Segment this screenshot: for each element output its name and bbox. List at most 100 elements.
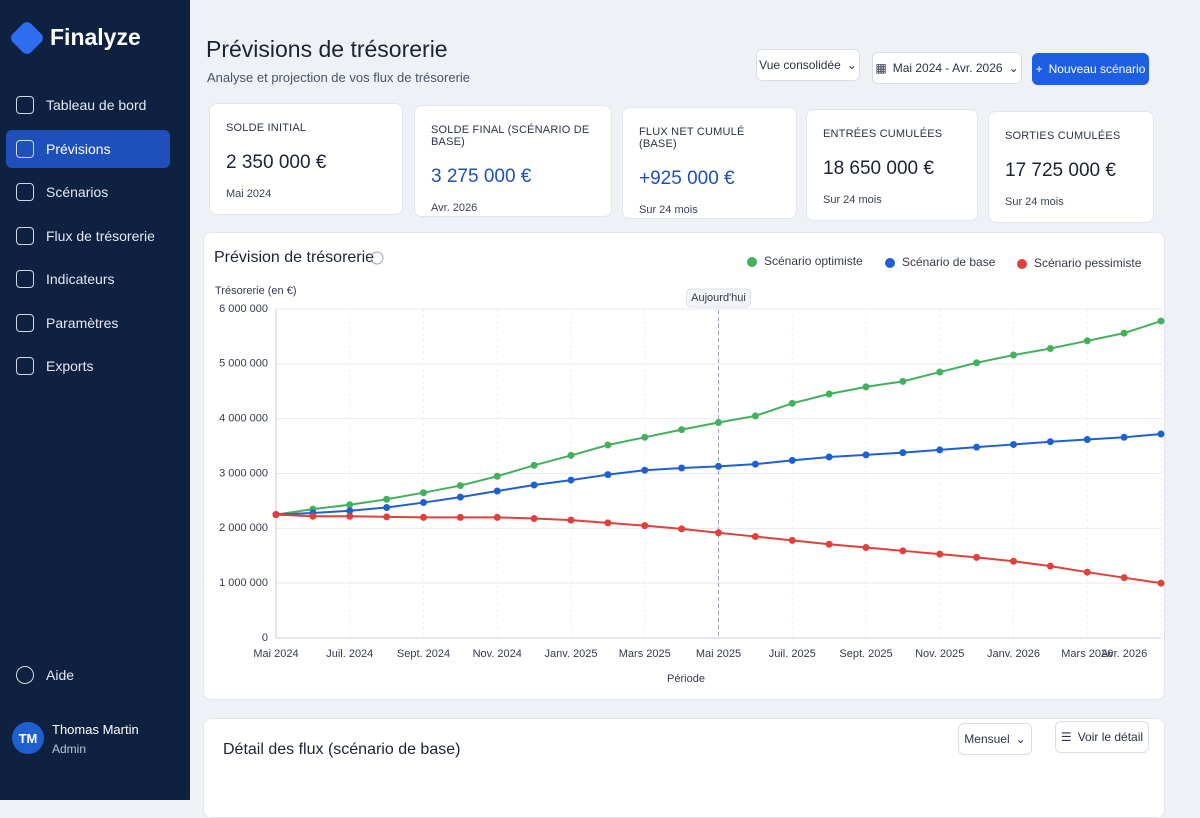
data-point [530, 514, 538, 522]
y-tick-label: 5 000 000 [219, 358, 268, 370]
x-tick-label: Mai 2025 [696, 648, 741, 660]
today-label: Aujourd'hui [691, 292, 746, 304]
kpi-label: ENTRÉES CUMULÉES [823, 128, 943, 140]
period-select[interactable]: ▦ Mai 2024 - Avr. 2026 ⌄ [872, 52, 1022, 84]
period-label: Mai 2024 - Avr. 2026 [892, 61, 1003, 75]
data-point [383, 495, 391, 503]
plus-icon: + [1035, 62, 1043, 76]
data-point [530, 461, 538, 469]
data-point [1046, 562, 1054, 570]
detail-card: Détail des flux (scénario de base) Mensu… [203, 718, 1165, 818]
data-point [1120, 433, 1128, 441]
data-point [788, 456, 796, 464]
data-point [346, 501, 354, 509]
kpi-value: 18 650 000 € [823, 158, 934, 179]
nav-item[interactable]: Paramètres [6, 304, 170, 342]
page-subtitle: Analyse et projection de vos flux de tré… [207, 70, 471, 85]
data-point [272, 511, 280, 519]
data-point [936, 550, 944, 558]
data-point [973, 553, 981, 561]
user-name: Thomas Martin [52, 722, 139, 737]
kpi-label: SOLDE FINAL (SCÉNARIO DE BASE) [431, 124, 590, 148]
brand[interactable]: Finalyze [8, 19, 141, 56]
nav-icon [16, 139, 34, 158]
data-point [530, 481, 538, 489]
data-point [1010, 351, 1017, 359]
y-axis-label: Trésorerie (en €) [215, 285, 297, 297]
nav-item[interactable]: Tableau de bord [6, 86, 170, 124]
kpi-note: Sur 24 mois [1005, 196, 1064, 208]
granularity-select[interactable]: Mensuel ⌄ [958, 723, 1032, 755]
nav-icon [16, 183, 34, 201]
nav-item[interactable]: Flux de trésorerie [6, 217, 170, 255]
data-point [1157, 317, 1165, 325]
kpi-card: SORTIES CUMULÉES 17 725 000 € Sur 24 mois [988, 111, 1154, 223]
nav-label: Flux de trésorerie [46, 227, 155, 244]
chevron: ⌄ [1015, 732, 1026, 746]
data-point [1120, 329, 1128, 337]
help-icon [16, 666, 34, 684]
nav-icon [16, 270, 34, 288]
data-point [973, 443, 981, 451]
data-point [567, 451, 575, 459]
data-point [420, 499, 427, 507]
x-tick-label: Sept. 2024 [397, 648, 450, 660]
help-link[interactable]: Aide [6, 656, 170, 694]
new-scenario-button[interactable]: + Nouveau scénario [1032, 53, 1149, 85]
data-point [567, 476, 575, 484]
x-tick-label: Mai 2024 [253, 648, 298, 660]
data-point [973, 359, 981, 367]
data-point [936, 368, 944, 376]
x-tick-label: Janv. 2025 [544, 648, 597, 660]
granularity-label: Mensuel [964, 732, 1010, 746]
nav-label: Indicateurs [46, 271, 115, 287]
data-point [751, 412, 759, 420]
nav-label: Paramètres [46, 314, 119, 331]
legend-label: Scénario de base [902, 255, 996, 269]
legend-label: Scénario optimiste [764, 254, 863, 268]
data-point [1157, 430, 1165, 438]
avatar[interactable]: TM [12, 722, 44, 754]
data-point [862, 383, 870, 391]
y-tick-label: 3 000 000 [219, 467, 268, 479]
y-tick-label: 0 [262, 632, 268, 644]
data-point [493, 513, 501, 521]
kpi-label: SORTIES CUMULÉES [1005, 130, 1121, 142]
data-point [1157, 579, 1165, 587]
x-tick-label: Nov. 2024 [473, 648, 522, 660]
data-point [1083, 568, 1091, 576]
brand-name: Finalyze [50, 24, 141, 50]
detail-button[interactable]: ☰ Voir le détail [1055, 721, 1149, 753]
legend-swatch [747, 257, 757, 267]
data-point [899, 449, 907, 457]
nav-item[interactable]: Exports [6, 347, 170, 385]
page-title: Prévisions de trésorerie [206, 36, 448, 62]
x-tick-label: Avr. 2026 [1101, 648, 1147, 660]
nav-item[interactable]: Indicateurs [6, 260, 170, 298]
page: Finalyze Tableau de bord Prévisions Scénar… [0, 0, 1165, 818]
data-point [1046, 438, 1054, 446]
nav-icon [16, 96, 34, 114]
kpi-note: Avr. 2026 [431, 202, 478, 214]
logo [8, 19, 46, 56]
kpi-card: SOLDE INITIAL 2 350 000 € Mai 2024 [209, 103, 403, 215]
data-point [493, 472, 501, 480]
list-icon: ☰ [1060, 730, 1072, 744]
info-icon[interactable] [370, 251, 384, 265]
view-select[interactable]: Vue consolidée ⌄ [756, 49, 860, 81]
chevron: ⌄ [1008, 61, 1019, 75]
x-tick-label: Sept. 2025 [839, 648, 892, 660]
data-point [383, 503, 391, 511]
nav-item[interactable]: Prévisions [6, 129, 170, 168]
data-point [567, 516, 575, 524]
data-point [493, 487, 501, 495]
nav-label: Prévisions [46, 140, 111, 157]
data-point [1083, 337, 1091, 345]
data-point [604, 471, 612, 479]
data-point [1120, 574, 1128, 582]
data-point [383, 513, 391, 521]
x-tick-label: Juil. 2024 [326, 648, 373, 660]
data-point [715, 462, 722, 470]
nav-item[interactable]: Scénarios [6, 173, 170, 211]
kpi-note: Mai 2024 [226, 188, 272, 200]
